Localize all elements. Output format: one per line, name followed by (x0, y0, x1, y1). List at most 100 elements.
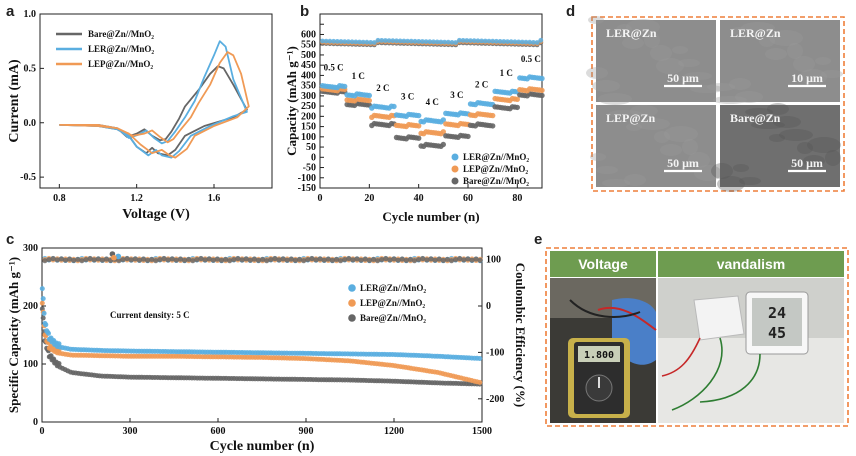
c-xtick-label: 300 (123, 426, 138, 437)
c-ytick-label: 300 (23, 243, 38, 254)
b-ce-point-ler (338, 39, 344, 44)
sem-texture (626, 19, 660, 35)
b-ce-point-ler (505, 39, 510, 44)
b-ce-point-ler (482, 38, 488, 44)
b-rate-label: 4 C (426, 97, 439, 107)
c-ce-point (247, 257, 253, 263)
b-ce-point-ler (346, 39, 351, 45)
b-capacity-point-bare (465, 133, 471, 140)
panel-c-ylabel: Specific Capacity (mAh g⁻¹) (6, 257, 21, 413)
b-ytick-label: 200 (301, 111, 316, 122)
b-ce-point-ler (508, 39, 514, 45)
c-ce-point (375, 258, 381, 264)
legend-a-lep: LEP@Zn//MnO₂ (88, 59, 153, 69)
panel-b-ylabel: Capacity (mAh g⁻¹) (284, 46, 299, 156)
b-ce-point-ler (501, 39, 507, 44)
b-ce-point-ler (475, 38, 481, 44)
panel-b-ticks: 0 20 40 60 80-150-100-5005010015020025030035… (298, 23, 522, 204)
b-ce-point-ler (471, 38, 477, 44)
sem-texture (588, 16, 604, 24)
panel-c: c 0 300 600 900 1200 1500 0 100 200 300 100 0 -100 -2… (6, 231, 528, 454)
cv-curve-bare (59, 65, 248, 157)
b-ce-point-ler (375, 37, 381, 43)
panel-a-label: a (6, 3, 15, 20)
b-legend-text: LEP@Zn//MnO₂ (463, 164, 528, 174)
sem-texture (688, 152, 710, 168)
b-ytick-label: 0 (311, 152, 316, 163)
c-ce-point (46, 257, 52, 263)
c-ce-point (169, 256, 175, 262)
b-capacity-point-lep (366, 97, 372, 104)
c-ce-point (161, 255, 167, 262)
panel-b-xlabel: Cycle number (n) (382, 209, 479, 224)
b-ytick-label: -50 (303, 163, 316, 174)
c-ytick-label: 0 (33, 417, 38, 428)
c-ce-point (325, 256, 331, 262)
c-ce-point (202, 257, 208, 263)
sem-texture (799, 69, 827, 85)
b-capacity-point-lep (440, 129, 446, 135)
c-ce-point (338, 258, 344, 264)
panel-a-ylabel: Current (mA) (7, 59, 22, 143)
b-ytick-label: 50 (306, 142, 316, 153)
clock-top-digits: 24 (768, 304, 786, 322)
c-capacity-point (39, 300, 45, 306)
c-ce-point (362, 256, 368, 262)
c-legend-text: LEP@Zn//MnO₂ (360, 298, 425, 308)
c-ce-point (71, 257, 77, 263)
c-ce-point (54, 257, 60, 263)
c-ce-point (79, 258, 85, 264)
b-ce-point-ler (401, 38, 407, 44)
sem-sample-label: LER@Zn (606, 26, 657, 40)
b-capacity-point-ler (391, 103, 397, 110)
b-capacity-point-lep (539, 87, 545, 94)
b-capacity-point-bare (539, 92, 545, 99)
c-ce-point (379, 257, 385, 263)
sem-texture (672, 46, 688, 54)
c-legend-text: LER@Zn//MnO₂ (360, 283, 426, 293)
c-ce-point (149, 256, 155, 262)
c-capacity-point (40, 296, 46, 302)
b-ytick-label: 450 (301, 60, 316, 71)
b-xtick-label: 80 (512, 193, 522, 204)
sem-texture (769, 30, 803, 46)
panel-c-ticks: 0 300 600 900 1200 1500 0 100 200 300 100 0 -100 -200 (23, 243, 504, 437)
sem-image (720, 105, 840, 187)
c-ce-point (198, 255, 204, 262)
thermo-clock-screen (752, 298, 802, 346)
sem-sample-label: Bare@Zn (730, 111, 781, 125)
c-ce-point (350, 257, 356, 263)
b-ce-point-ler (457, 37, 462, 43)
panel-b-frame (319, 13, 543, 189)
sem-texture (590, 153, 606, 161)
b-ce-point-ler (490, 38, 496, 44)
c-xtick-label: 1500 (472, 426, 492, 437)
c-ce-point (153, 258, 159, 264)
cv-curve-lep (59, 51, 250, 159)
sem-texture (630, 105, 658, 117)
panel-b-label: b (300, 3, 309, 20)
b-ce-point-ler (486, 38, 492, 44)
b-ce-point-ler (327, 38, 333, 44)
c-legend-marker (348, 299, 356, 307)
panel-c-frame (41, 247, 483, 423)
c-capacity-point (39, 286, 45, 292)
b-rate-label: 2 C (475, 80, 488, 90)
b-legend-text: LER@Zn//MnO₂ (463, 152, 529, 162)
b-ce-point-ler (479, 38, 484, 44)
b-ce-point-ler (527, 39, 533, 45)
b-ce-point-ler (445, 39, 451, 45)
c-capacity-point (477, 356, 483, 361)
panel-e: e Voltage vandalism 1.800 24 45 (534, 231, 849, 427)
c-ce-point (62, 257, 69, 263)
b-ce-point-ler (427, 39, 433, 45)
b-ce-point-ler (364, 39, 370, 45)
b-ce-point-ler (386, 38, 392, 43)
panel-a-frame (39, 13, 273, 189)
b-ce-point-ler (412, 38, 418, 44)
c-ce-point (83, 257, 89, 263)
c-ce-point (461, 257, 467, 263)
b-legend-marker (451, 177, 459, 185)
pouch-cell (693, 295, 745, 341)
b-capacity-point-bare (490, 123, 496, 129)
